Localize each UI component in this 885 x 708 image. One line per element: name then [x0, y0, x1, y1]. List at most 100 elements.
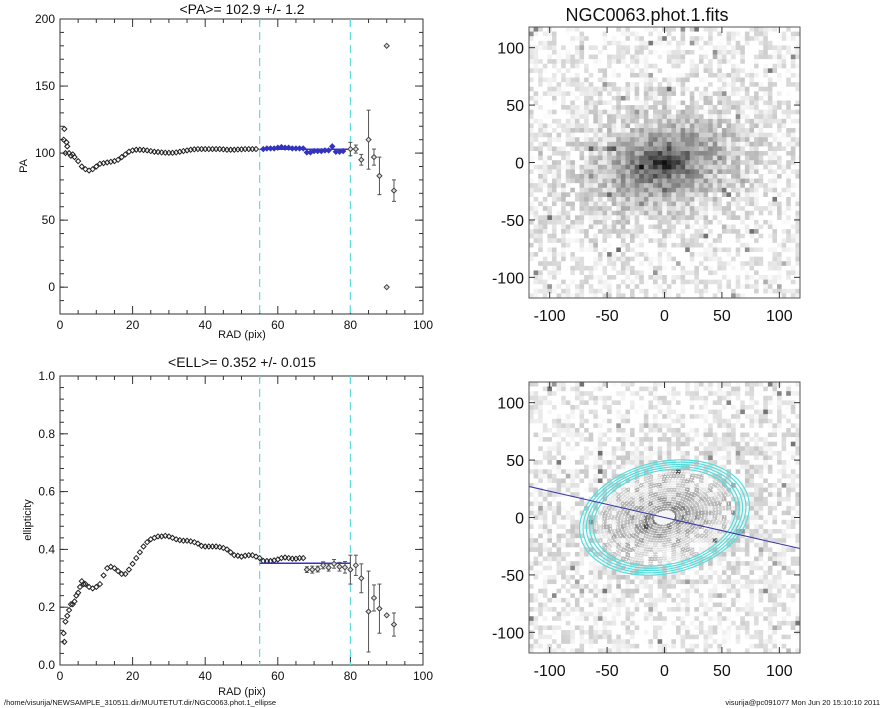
image-pixel [533, 607, 539, 612]
image-pixel [726, 169, 732, 175]
image-pixel [597, 460, 603, 465]
image-pixel [551, 105, 557, 110]
image-pixel [735, 252, 741, 257]
image-pixel [556, 386, 562, 392]
image-pixel [616, 72, 622, 78]
image-pixel [570, 510, 576, 516]
image-pixel [758, 141, 764, 147]
image-pixel [630, 155, 635, 161]
image-pixel [542, 82, 548, 88]
image-pixel [529, 91, 534, 97]
image-pixel [758, 72, 764, 78]
image-pixel [786, 59, 792, 65]
image-pixel [744, 252, 750, 257]
image-pixel [790, 27, 796, 32]
image-pixel [561, 469, 567, 475]
image-pixel [694, 54, 700, 60]
image-pixel [593, 279, 599, 285]
image-pixel [689, 169, 695, 175]
image-pixel [547, 215, 553, 221]
image-pixel [666, 169, 672, 175]
image-pixel [630, 256, 635, 262]
image-pixel [726, 40, 732, 46]
data-point [133, 146, 140, 153]
image-pixel [533, 501, 539, 507]
image-pixel [643, 206, 649, 212]
image-pixel [698, 284, 704, 290]
image-pixel [579, 524, 585, 530]
image-pixel [538, 441, 544, 447]
image-pixel [662, 63, 668, 69]
image-pixel [744, 105, 750, 110]
image-pixel [593, 270, 599, 276]
image-pixel [533, 551, 539, 557]
image-pixel [547, 519, 553, 525]
image-pixel [538, 118, 544, 124]
image-pixel [556, 118, 562, 124]
image-pixel [712, 114, 718, 120]
image-pixel [579, 625, 585, 631]
image-pixel [666, 183, 672, 189]
image-pixel [533, 625, 539, 631]
image-pixel [597, 391, 603, 397]
image-pixel [542, 437, 548, 443]
image-pixel [602, 114, 608, 120]
image-pixel [556, 597, 562, 603]
image-pixel [593, 423, 599, 429]
image-pixel [735, 173, 741, 179]
image-pixel [570, 464, 576, 470]
image-pixel [643, 261, 649, 267]
image-pixel [731, 224, 736, 230]
image-pixel [584, 173, 590, 179]
image-pixel [616, 77, 622, 83]
image-pixel [726, 146, 732, 152]
data-point [249, 145, 256, 153]
image-pixel [680, 224, 686, 230]
image-pixel [790, 238, 796, 244]
image-pixel [754, 72, 759, 78]
image-pixel [680, 270, 686, 276]
image-pixel [565, 483, 571, 488]
image-pixel [666, 270, 672, 276]
image-pixel [570, 137, 576, 143]
image-pixel [777, 270, 782, 276]
image-pixel [593, 265, 599, 271]
image-pixel [671, 233, 677, 239]
image-pixel [538, 487, 544, 493]
image-pixel [749, 27, 755, 32]
image-pixel [607, 284, 612, 290]
image-pixel [634, 288, 640, 294]
image-pixel [561, 648, 567, 654]
image-pixel [597, 252, 603, 257]
image-pixel [593, 146, 599, 152]
image-pixel [588, 427, 594, 433]
image-pixel [620, 192, 626, 198]
image-pixel [657, 123, 663, 129]
image-pixel [616, 215, 622, 221]
image-pixel [547, 565, 553, 571]
image-pixel [607, 68, 612, 74]
image-pixel [597, 192, 603, 198]
image-pixel [786, 261, 792, 267]
image-pixel [556, 460, 562, 465]
image-pixel [556, 446, 562, 452]
image-pixel [579, 238, 585, 244]
image-pixel [551, 446, 557, 452]
image-pixel [625, 256, 631, 262]
image-pixel [551, 630, 557, 635]
image-pixel [588, 201, 594, 207]
image-pixel [556, 238, 562, 244]
image-pixel [551, 643, 557, 649]
image-pixel [653, 169, 658, 175]
image-pixel [533, 284, 539, 290]
image-pixel [551, 49, 557, 55]
image-pixel [712, 31, 718, 37]
image-pixel [795, 284, 801, 290]
image-pixel [657, 59, 663, 65]
image-pixel [763, 160, 769, 166]
image-pixel [542, 501, 548, 507]
image-pixel [556, 86, 562, 92]
image-pixel [666, 201, 672, 207]
image-pixel [551, 625, 557, 631]
image-pixel [542, 128, 548, 133]
